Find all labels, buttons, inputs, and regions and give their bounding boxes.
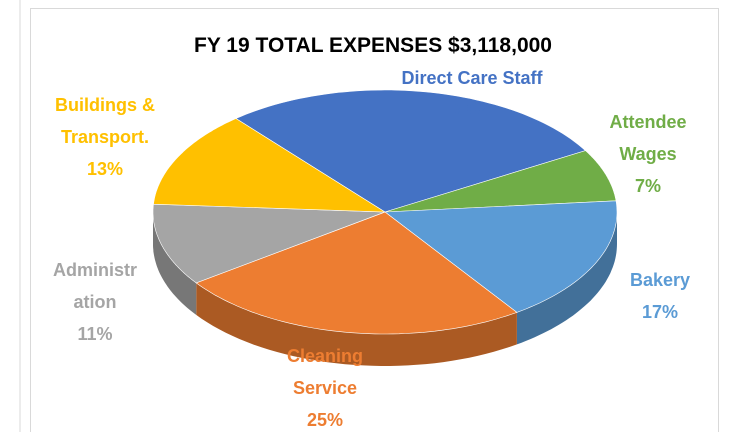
value-label: 17% (641, 302, 679, 322)
value-label: 7% (634, 176, 661, 196)
slice (195, 211, 518, 335)
slice (384, 150, 617, 213)
slice-side (516, 212, 617, 345)
category-label: Direct Care Staff (401, 68, 543, 88)
value-label: 11% (77, 324, 113, 344)
category-label: Buildings & Transport. (55, 95, 155, 147)
slice-side (196, 282, 517, 366)
slice (152, 203, 386, 284)
category-label: Attendee Wages (609, 112, 687, 164)
chart-title: FY 19 TOTAL EXPENSES $3,118,000 (194, 34, 552, 57)
slice (384, 200, 618, 313)
slice (235, 89, 587, 213)
data-label: Bakery 17% (610, 264, 710, 328)
slice (153, 118, 387, 213)
value-label: 25% (306, 410, 344, 430)
data-label: Direct Care Staff 28% (362, 62, 582, 126)
data-label: Attendee Wages 7% (593, 106, 703, 202)
category-label: Bakery (629, 270, 691, 290)
data-label: Cleaning Service 25% (270, 340, 380, 432)
category-label: Administration (52, 260, 137, 312)
data-label: Buildings & Transport. 13% (53, 89, 157, 185)
category-label: Cleaning Service (286, 346, 363, 398)
value-label: 13% (86, 159, 124, 179)
data-label: Administration 11% (49, 254, 141, 350)
value-label: 28% (453, 100, 491, 120)
